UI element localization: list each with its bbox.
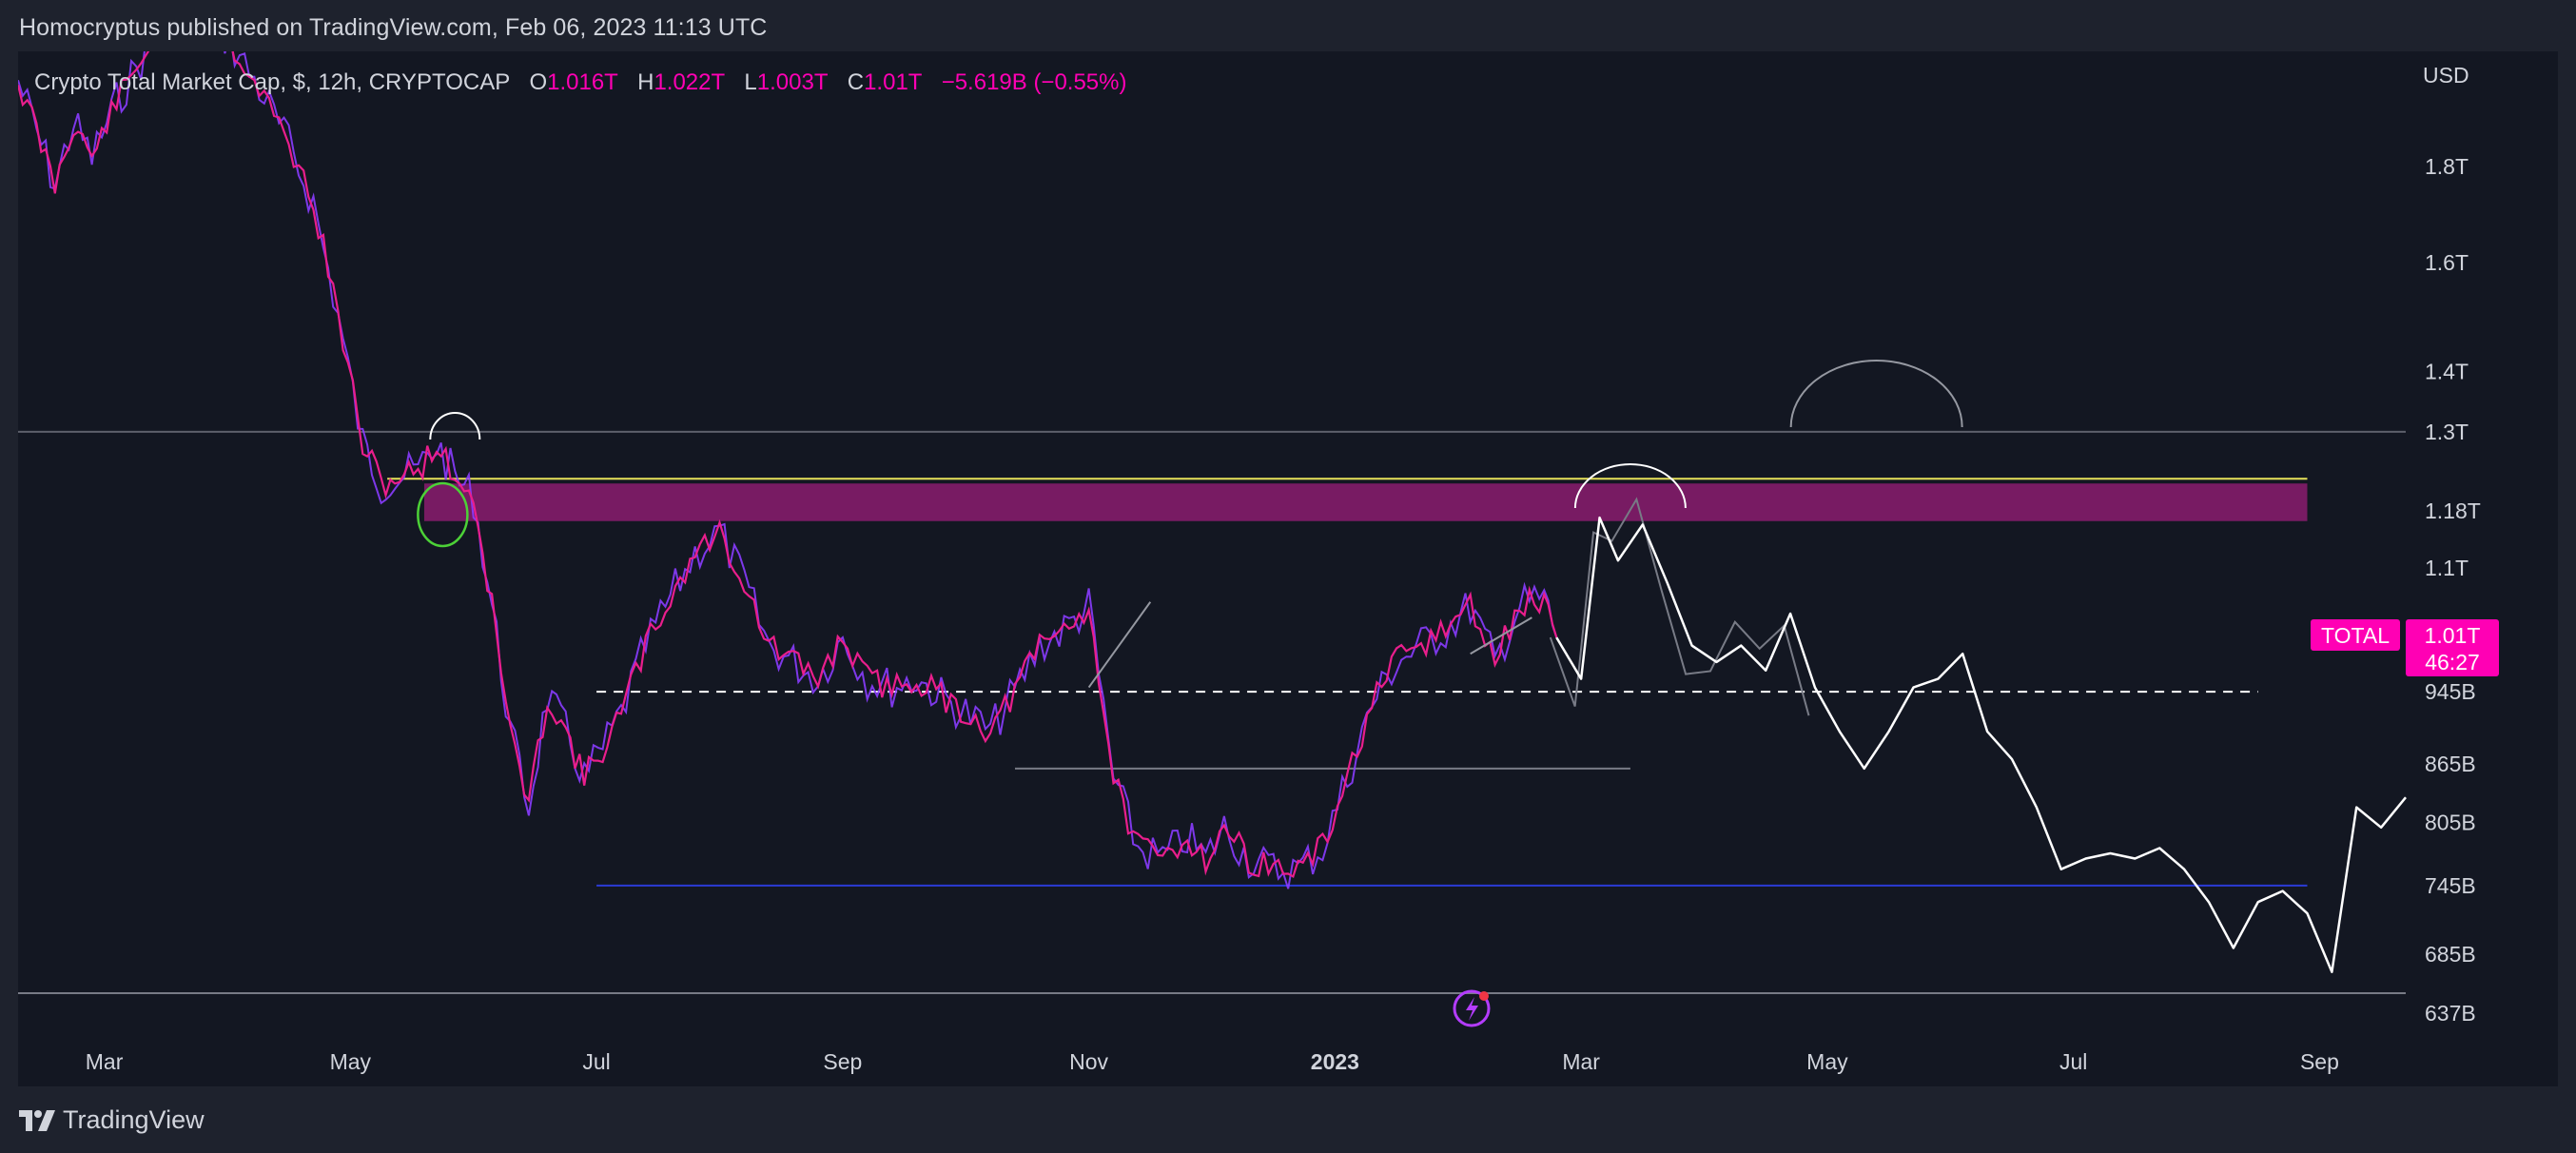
horizontal-levels — [18, 430, 2406, 994]
x-tick-label: Mar — [1562, 1049, 1600, 1074]
y-tick-label: 1.1T — [2425, 556, 2469, 580]
projection-line — [1555, 516, 2407, 973]
y-tick-label: 945B — [2425, 679, 2476, 704]
resistance-zone — [423, 483, 2308, 521]
y-tick-label: 865B — [2425, 752, 2476, 776]
trendline-nov — [1087, 601, 1152, 689]
y-tick-label: 1.3T — [2425, 420, 2469, 444]
price-axis: 1.8T 1.6T 1.4T 1.3T 1.18T 1.1T 945B 865B 805B 745… — [2425, 154, 2481, 1026]
time-axis: Mar May Jul Sep Nov 2023 Mar May Jul Sep — [86, 1049, 2339, 1074]
chart-canvas[interactable]: 1.8T 1.6T 1.4T 1.3T 1.18T 1.1T 945B 865B 805B 745… — [18, 51, 2558, 1086]
y-tick-label: 1.18T — [2425, 498, 2481, 523]
x-tick-label: Nov — [1069, 1049, 1108, 1074]
x-tick-label: Mar — [86, 1049, 124, 1074]
legend-low-value: 1.003T — [757, 69, 829, 95]
legend-high-label: H — [637, 69, 654, 95]
y-tick-label: 1.6T — [2425, 250, 2469, 275]
tradingview-logo[interactable]: TradingView — [19, 1105, 205, 1135]
trendline-feb — [1470, 616, 1532, 655]
x-tick-label: Jul — [582, 1049, 610, 1074]
tradingview-logo-icon — [19, 1109, 55, 1131]
legend-close-label: C — [848, 69, 864, 95]
x-tick-label: Sep — [823, 1049, 862, 1074]
legend-close-value: 1.01T — [864, 69, 923, 95]
y-tick-label: 637B — [2425, 1001, 2476, 1026]
y-tick-label: 745B — [2425, 873, 2476, 898]
price-series-shadow — [18, 51, 1558, 889]
price-marker-countdown: 46:27 — [2425, 650, 2480, 674]
price-series — [18, 51, 1558, 889]
y-tick-label: 1.8T — [2425, 154, 2469, 179]
top-arc-left — [429, 412, 481, 440]
price-marker-symbol: TOTAL — [2321, 623, 2390, 648]
legend-high-value: 1.022T — [654, 69, 725, 95]
currency-label: USD — [2423, 63, 2469, 88]
svg-text:Crypto Total Market Cap, $, 12: Crypto Total Market Cap, $, 12h, CRYPTOC… — [34, 69, 1127, 95]
y-tick-label: 1.4T — [2425, 359, 2469, 383]
legend-open-value: 1.016T — [547, 69, 618, 95]
price-marker-value: 1.01T — [2425, 623, 2481, 648]
legend-change: −5.619B (−0.55%) — [942, 69, 1127, 95]
price-marker[interactable]: TOTAL 1.01T 46:27 — [2311, 619, 2499, 676]
x-tick-label: Sep — [2300, 1049, 2339, 1074]
green-circle-annotation — [417, 481, 469, 548]
price-series-line — [18, 51, 1558, 879]
legend-symbol[interactable]: Crypto Total Market Cap, $, 12h, CRYPTOC… — [34, 69, 510, 95]
x-tick-label: May — [1806, 1049, 1848, 1074]
x-tick-label: Jul — [2059, 1049, 2087, 1074]
y-tick-label: 685B — [2425, 942, 2476, 967]
price-marker-symbol-bg — [2311, 619, 2400, 651]
chart-drawings — [417, 360, 2407, 973]
y-tick-label: 805B — [2425, 810, 2476, 834]
tradingview-brand: TradingView — [63, 1105, 205, 1134]
ghost-projection-line — [1549, 497, 1810, 716]
top-arc-right — [1789, 360, 1963, 428]
publisher-line: Homocryptus published on TradingView.com… — [19, 14, 768, 41]
event-marker-icon[interactable] — [1453, 989, 1491, 1027]
x-tick-label: May — [330, 1049, 372, 1074]
legend-open-label: O — [529, 69, 547, 95]
price-marker-value-bg — [2406, 619, 2499, 676]
legend-low-label: L — [744, 69, 756, 95]
chart-frame[interactable]: 1.8T 1.6T 1.4T 1.3T 1.18T 1.1T 945B 865B 805B 745… — [18, 51, 2558, 1086]
top-arc-middle — [1573, 463, 1687, 509]
x-tick-label: 2023 — [1311, 1049, 1359, 1074]
